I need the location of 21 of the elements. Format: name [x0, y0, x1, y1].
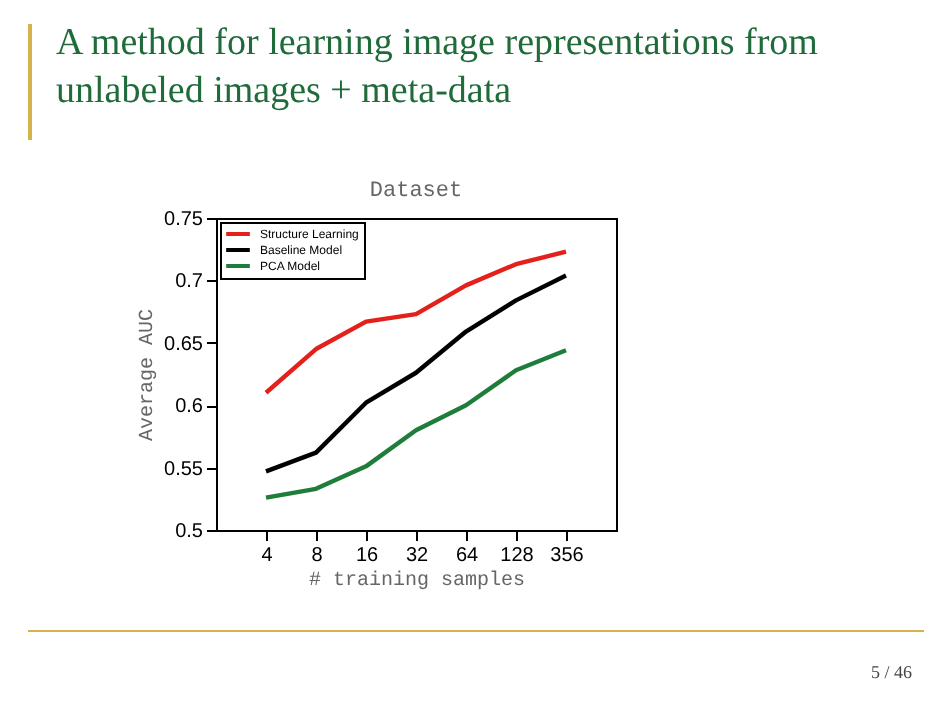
text: 5 / 46: [870, 662, 912, 682]
x-tick-label: 128: [500, 545, 535, 567]
y-tick-label: 0.6: [175, 396, 204, 419]
x-tick-label: 8: [311, 545, 324, 567]
line-series: [263, 273, 569, 474]
y-axis-title: Average AUC: [138, 308, 161, 442]
x-tick-label: 64: [455, 545, 479, 567]
chart-subtitle: Dataset: [369, 180, 463, 204]
y-tick-label: 0.75: [164, 209, 204, 231]
y-tick-label: 0.5: [175, 521, 204, 543]
x-tick-label: 4: [261, 545, 274, 567]
y-tick-label: 0.7: [175, 271, 204, 294]
y-tick-label: 0.55: [164, 458, 204, 481]
line-series: [263, 249, 569, 395]
line-series: [263, 348, 569, 500]
x-tick-label: 32: [405, 545, 429, 567]
x-tick-label: 16: [355, 545, 379, 567]
x-axis-title: # training samples: [308, 569, 526, 593]
chart-title: A method for learning image representations from unlabeled images + meta-data: [56, 20, 820, 116]
x-tick-label: 356: [550, 545, 585, 567]
y-tick-label: 0.65: [164, 333, 204, 356]
